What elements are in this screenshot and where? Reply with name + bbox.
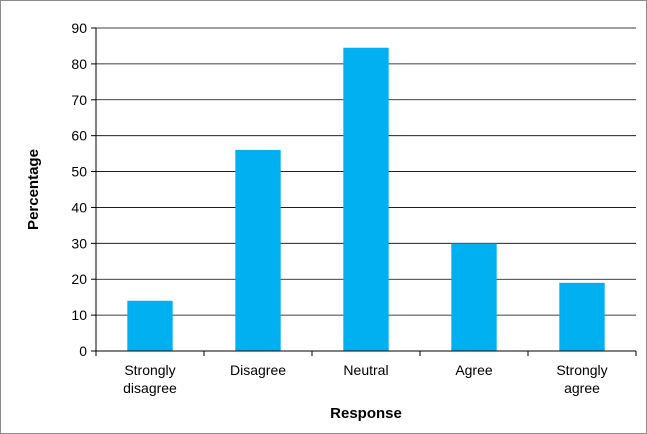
y-tick-label: 0 [79, 343, 87, 359]
y-tick-label: 30 [71, 235, 87, 251]
tick-labels: 0 10 20 30 40 50 60 70 80 90 Strongly disagree Disag… [71, 20, 607, 396]
y-tick-label: 20 [71, 271, 87, 287]
y-tick-label: 90 [71, 20, 87, 36]
bar [343, 47, 389, 351]
x-category-label: agree [564, 380, 600, 396]
y-tick-label: 50 [71, 164, 87, 180]
x-axis-title: Response [330, 405, 402, 422]
y-tick-label: 60 [71, 128, 87, 144]
bar [127, 300, 173, 351]
x-category-label: disagree [123, 380, 177, 396]
y-tick-label: 70 [71, 92, 87, 108]
x-category-label: Neutral [343, 362, 388, 378]
bar [559, 282, 605, 351]
x-category-label: Agree [455, 362, 493, 378]
x-category-label: Strongly [124, 362, 175, 378]
bar [451, 243, 497, 351]
axes [91, 27, 637, 356]
y-tick-label: 80 [71, 56, 87, 72]
bars [127, 47, 605, 351]
y-tick-label: 10 [71, 307, 87, 323]
x-category-label: Strongly [556, 362, 607, 378]
bar [235, 150, 281, 351]
y-axis-title: Percentage [25, 149, 42, 230]
y-tick-label: 40 [71, 199, 87, 215]
x-category-label: Disagree [230, 362, 286, 378]
